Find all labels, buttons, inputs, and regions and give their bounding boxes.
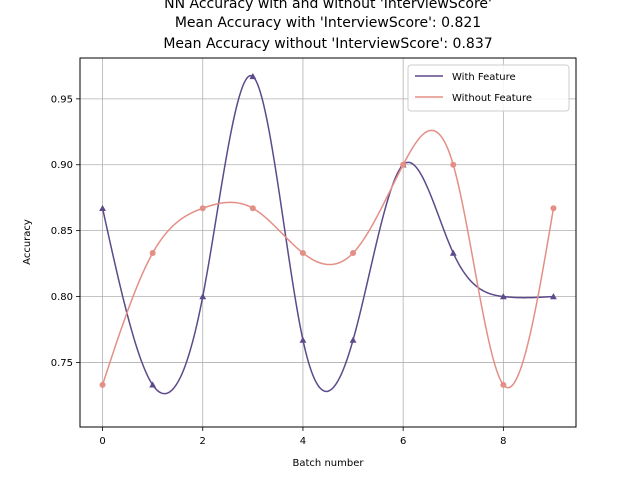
- data-point-without-feature: [299, 250, 306, 257]
- data-point-without-feature: [199, 205, 206, 212]
- data-point-without-feature: [249, 205, 256, 212]
- grid-lines: [80, 58, 576, 427]
- series-line-with-feature: [101, 74, 554, 395]
- data-point-without-feature: [99, 381, 106, 388]
- data-point-without-feature: [350, 250, 357, 257]
- x-tick-label: 2: [200, 436, 206, 447]
- data-point-without-feature: [400, 161, 407, 168]
- data-point-with-feature: [449, 249, 457, 256]
- y-axis-label: Accuracy: [22, 219, 33, 265]
- y-tick-label: 0.80: [51, 292, 73, 303]
- x-tick-label: 4: [300, 436, 306, 447]
- chart-title-line-3: Mean Accuracy without 'InterviewScore': …: [163, 36, 492, 52]
- data-point-without-feature: [550, 205, 557, 212]
- x-axis-label: Batch number: [293, 458, 365, 469]
- axis-ticks: 0 2 4 6 8 0.75 0.80 0.85 0.90 0.95: [51, 94, 507, 447]
- data-point-with-feature: [299, 336, 307, 343]
- x-tick-label: 0: [99, 436, 105, 447]
- chart-title-line-1: NN Accuracy with and without 'InterviewS…: [164, 0, 492, 12]
- data-point-with-feature: [349, 336, 357, 343]
- data-point-with-feature: [499, 293, 507, 300]
- y-tick-label: 0.95: [51, 94, 73, 105]
- series-line-without-feature: [101, 129, 555, 389]
- x-tick-label: 6: [400, 436, 406, 447]
- legend-box: [407, 64, 570, 112]
- plot-frame: [79, 57, 577, 428]
- series-layer: [99, 73, 557, 395]
- data-point-without-feature: [450, 161, 457, 168]
- data-point-with-feature: [249, 73, 257, 80]
- y-tick-label: 0.85: [51, 226, 73, 237]
- data-point-with-feature: [550, 293, 557, 300]
- legend-label-with-feature: With Feature: [452, 72, 516, 83]
- data-point-with-feature: [199, 293, 207, 300]
- x-tick-label: 8: [500, 436, 506, 447]
- data-point-without-feature: [149, 250, 156, 257]
- data-point-with-feature: [99, 204, 106, 211]
- y-tick-label: 0.90: [51, 160, 73, 171]
- data-point-with-feature: [149, 381, 157, 388]
- legend-label-without-feature: Without Feature: [452, 93, 532, 104]
- chart-title-line-2: Mean Accuracy with 'InterviewScore': 0.8…: [175, 15, 481, 31]
- legend: With Feature Without Feature: [407, 64, 570, 112]
- y-tick-label: 0.75: [51, 358, 73, 369]
- data-point-without-feature: [500, 381, 507, 388]
